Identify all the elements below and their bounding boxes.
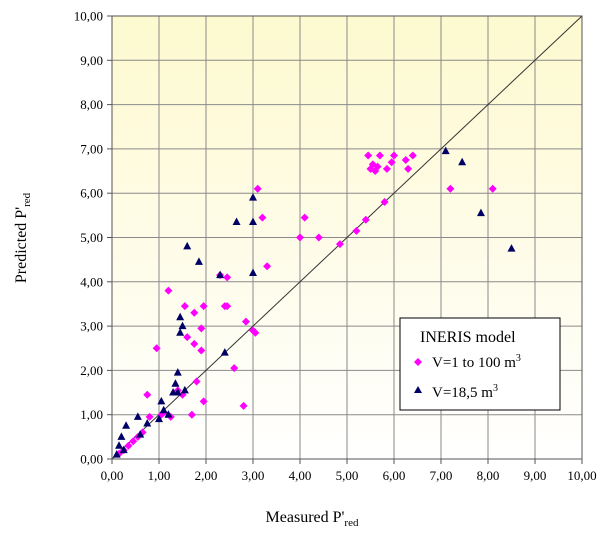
legend-label-series-2: V=18,5 m3 <box>432 383 498 401</box>
y-tick-labels: 0,00 1,00 2,00 3,00 4,00 5,00 6,00 7,00 8,00 9,00… <box>74 9 112 467</box>
x-tick-label: 7,00 <box>430 468 453 483</box>
y-tick-label: 0,00 <box>80 452 103 467</box>
y-tick-label: 5,00 <box>80 230 103 245</box>
x-tick-label: 2,00 <box>195 468 218 483</box>
x-tick-label: 9,00 <box>524 468 547 483</box>
x-tick-label: 6,00 <box>383 468 406 483</box>
legend-label-series-1: V=1 to 100 m3 <box>432 353 521 371</box>
x-tick-label: 5,00 <box>336 468 359 483</box>
y-tick-label: 9,00 <box>80 53 103 68</box>
y-tick-label: 1,00 <box>80 407 103 422</box>
y-tick-label: 4,00 <box>80 274 103 289</box>
legend-title: INERIS model <box>420 329 516 346</box>
x-tick-label: 8,00 <box>477 468 500 483</box>
legend: INERIS model V=1 to 100 m3 V=18,5 m3 <box>400 318 560 410</box>
x-tick-label: 3,00 <box>242 468 265 483</box>
y-tick-label: 6,00 <box>80 186 103 201</box>
y-tick-label: 8,00 <box>80 97 103 112</box>
x-tick-label: 1,00 <box>148 468 171 483</box>
x-tick-label: 4,00 <box>289 468 312 483</box>
x-tick-label: 0,00 <box>101 468 124 483</box>
y-tick-label: 3,00 <box>80 319 103 334</box>
x-axis-title: Measured P'red <box>266 509 359 529</box>
y-tick-label: 7,00 <box>80 141 103 156</box>
y-axis-title: Predicted P'red <box>13 192 33 283</box>
x-tick-label: 10,00 <box>567 468 596 483</box>
y-tick-label: 10,00 <box>74 9 103 24</box>
x-tick-labels: 0,00 1,00 2,00 3,00 4,00 5,00 6,00 7,00 8,00 9,00… <box>101 459 597 483</box>
y-tick-label: 2,00 <box>80 363 103 378</box>
